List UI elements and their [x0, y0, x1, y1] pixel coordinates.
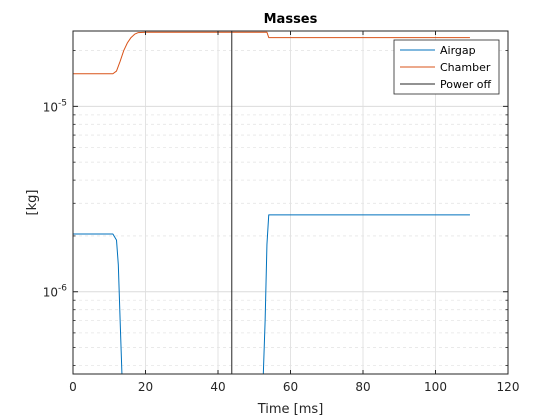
legend-label-power-off: Power off [440, 78, 491, 91]
y-tick-exponent: -6 [58, 284, 67, 294]
x-tick-label: 120 [497, 380, 520, 394]
chart-title: Masses [264, 12, 318, 27]
series-chamber-line [73, 31, 470, 75]
y-tick-label: 10-5 [43, 98, 67, 114]
x-tick-label: 40 [210, 380, 225, 394]
ticks-layer [72, 31, 509, 374]
x-tick-label: 0 [69, 380, 77, 394]
y-tick-labels: 10-610-5 [43, 98, 68, 299]
legend-label-chamber: Chamber [440, 61, 491, 74]
y-tick-label: 10-6 [43, 284, 68, 300]
legend: Airgap Chamber Power off [393, 39, 500, 95]
x-tick-label: 80 [355, 380, 370, 394]
x-tick-label: 100 [424, 380, 447, 394]
x-tick-labels: 0 20 40 60 80 100 120 [69, 380, 519, 394]
x-axis-label: Time [ms] [257, 402, 324, 417]
y-axis-label: [kg] [25, 190, 40, 216]
x-tick-label: 20 [138, 380, 153, 394]
y-tick-exponent: -5 [58, 98, 67, 108]
y-tick-mantissa: 10 [43, 286, 58, 300]
x-tick-label: 60 [283, 380, 298, 394]
legend-label-airgap: Airgap [440, 44, 476, 57]
y-tick-mantissa: 10 [43, 100, 58, 114]
